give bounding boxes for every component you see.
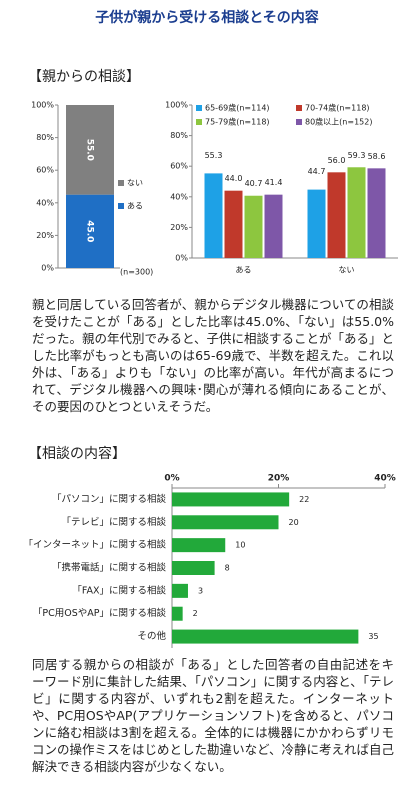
value-label: 2 [193,609,198,618]
x-tick-label: 20% [268,474,290,484]
bar [224,190,243,258]
bar [327,172,346,258]
y-tick-label: 0% [41,264,54,273]
note: (n=300) [120,268,153,277]
value-label: 44.0 [225,174,243,183]
bar [172,606,183,621]
y-tick-label: 20% [36,231,54,240]
y-tick-label: 20% [170,223,188,232]
section-heading: 【親からの相談】 [28,69,140,85]
bar [172,515,279,530]
x-tick-label: 0% [164,474,179,484]
y-tick-label: 80% [170,131,188,140]
y-tick-label: 0% [175,254,188,263]
y-tick-label: 100% [165,101,188,110]
legend-label: 80歳以上(n=152) [305,117,372,127]
page-title: 子供が親から受ける相談とその内容 [95,9,319,26]
bar [244,195,263,258]
value-label: 55.0 [85,139,95,161]
x-tick-label: ない [339,266,355,275]
value-label: 58.6 [368,152,386,161]
legend-label: ない [127,179,143,188]
bar [307,189,326,258]
x-tick-label: 40% [374,474,396,484]
y-tick-label: 60% [170,162,188,171]
value-label: 45.0 [85,220,95,242]
y-tick-label: 100% [31,101,54,110]
bar [172,492,290,507]
y-tick-label: 60% [36,166,54,175]
legend-label: 65-69歳(n=114) [205,103,270,113]
y-tick-label: 40% [36,198,54,207]
value-label: 59.3 [348,151,366,160]
y-tick-label: 「テレビ」に関する相談 [61,516,166,528]
value-label: 8 [225,564,230,573]
value-label: 10 [235,541,245,550]
legend-swatch [118,180,124,186]
y-tick-label: 「インターネット」に関する相談 [23,539,166,551]
bar-segment [66,194,114,268]
bar-segment [66,105,114,195]
bar [172,561,215,575]
legend-swatch [296,105,302,111]
value-label: 22 [299,495,309,504]
bar [172,629,359,644]
legend-swatch [296,119,302,125]
value-label: 55.3 [205,151,223,160]
y-tick-label: 40% [170,192,188,201]
y-tick-label: 「PC用OSやAP」に関する相談 [33,607,167,619]
legend-label: 70-74歳(n=118) [305,103,370,113]
legend-swatch [118,203,124,209]
value-label: 20 [289,518,299,527]
value-label: 40.7 [245,179,263,188]
y-tick-label: 「携帯電話」に関する相談 [52,562,167,574]
y-tick-label: 80% [36,133,54,142]
paragraph: 同居する親からの相談が「ある」とした回答者の自由記述をキーワード別に集計した結果… [32,657,395,774]
y-tick-label: その他 [137,630,166,642]
value-label: 3 [198,586,203,595]
value-label: 41.4 [265,178,283,187]
x-tick-label: ある [236,266,252,275]
legend-label: ある [127,202,143,211]
bar [264,194,283,258]
legend-label: 75-79歳(n=118) [205,117,270,127]
value-label: 56.0 [328,156,346,165]
paragraph: 親と同居している回答者が、親からデジタル機器についての相談を受けたことが「ある」… [32,297,395,414]
y-tick-label: 「FAX」に関する相談 [72,584,166,596]
legend-swatch [196,105,202,111]
bar [347,167,366,258]
bar [367,168,386,258]
legend-swatch [196,119,202,125]
value-label: 35 [368,632,378,641]
value-label: 44.7 [308,167,326,176]
bar [204,173,223,258]
bar [172,583,188,598]
y-tick-label: 「パソコン」に関する相談 [52,493,167,505]
bar [172,538,226,553]
section-heading: 【相談の内容】 [28,446,126,462]
